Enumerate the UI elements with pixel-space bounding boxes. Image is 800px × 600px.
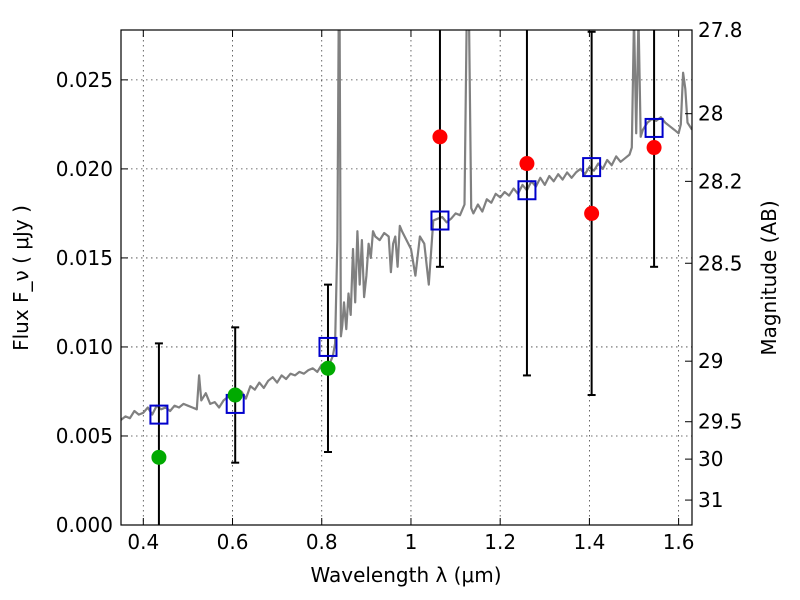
right-tick-label: 29 [698,349,723,373]
right-tick-label: 28 [698,102,723,126]
bandpass-marker [517,180,537,201]
upper-limit-point [646,140,662,156]
bandpass-marker [318,336,338,357]
detection-point [151,449,167,465]
y-axis-label: Flux F_ν ( μJy ) [9,205,33,351]
upper-limit-point [519,156,535,172]
right-tick-label: 28.2 [698,169,743,193]
right-tick-label: 27.8 [698,18,743,42]
grid [121,30,692,526]
y-tick-label: 0.025 [56,68,113,92]
x-tick-label: 0.4 [127,530,159,554]
x-tick-label: 0.6 [217,530,249,554]
x-tick-label: 1.2 [484,530,516,554]
y-tick-label: 0.015 [56,246,113,270]
y-tick-label: 0.020 [56,157,113,181]
detection-point [227,387,243,403]
model-spectrum-line [121,30,692,421]
upper-limit-point [584,205,600,221]
y-tick-label: 0.010 [56,335,113,359]
right-tick-label: 28.5 [698,251,743,275]
upper-limit-point [432,129,448,145]
bandpass-marker [582,157,602,178]
x-tick-label: 1.4 [573,530,605,554]
marker-layer [149,117,664,465]
spectrum-layer [121,30,692,421]
bandpass-marker [644,117,664,138]
y-tick-label: 0.005 [56,424,113,448]
x-tick-label: 1.6 [663,530,695,554]
y-tick-labels: 0.000 0.005 0.010 0.015 0.020 0.025 [56,68,113,537]
right-tick-label: 31 [698,488,723,512]
right-tick-labels: 27.8 28 28.2 28.5 29 29.5 30 31 [698,18,743,512]
x-tick-label: 1 [405,530,418,554]
right-tick-label: 30 [698,447,723,471]
bandpass-marker [430,210,450,231]
x-tick-labels: 0.4 0.6 0.8 1 1.2 1.4 1.6 [127,530,694,554]
plot-frame [120,29,693,526]
bandpass-marker [149,404,169,425]
tick-layer [121,29,692,526]
x-axis-label: Wavelength λ (μm) [310,563,501,587]
x-tick-label: 0.8 [306,530,338,554]
y-tick-label: 0.000 [56,513,113,537]
detection-point [320,360,336,376]
errorbar-layer [154,30,659,525]
right-axis-label: Magnitude (AB) [757,200,781,355]
right-tick-label: 29.5 [698,410,743,434]
